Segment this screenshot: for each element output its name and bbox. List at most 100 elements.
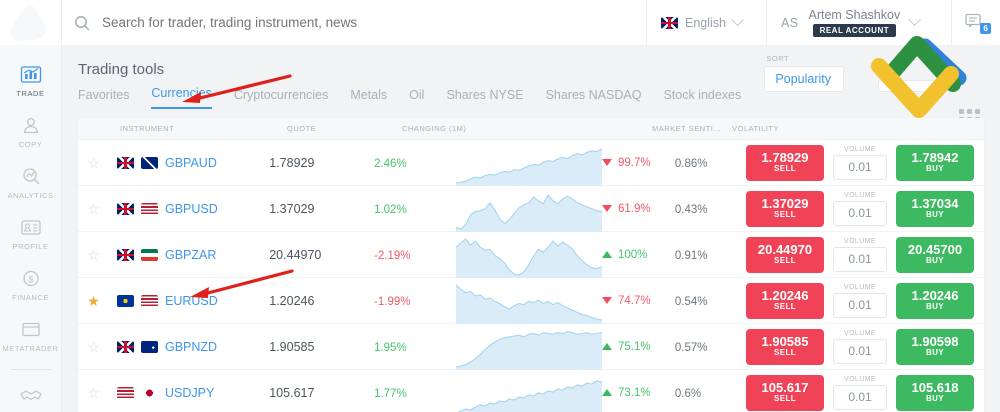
volume-input[interactable]: [833, 200, 887, 226]
volume-label: VOLUME: [844, 283, 876, 291]
volatility-value: 0.57%: [674, 341, 708, 354]
volatility-value: 0.86%: [674, 157, 708, 170]
sell-button[interactable]: 1.78929 SELL: [746, 144, 824, 181]
earn-value[interactable]: [878, 80, 938, 92]
sidebar-item-metatrader[interactable]: METATRADER: [0, 318, 61, 353]
volume-input[interactable]: [833, 384, 887, 410]
brand-logo-cell[interactable]: [0, 0, 62, 45]
sell-button[interactable]: 1.20246 SELL: [746, 282, 824, 319]
buy-button[interactable]: 1.20246 BUY: [896, 282, 974, 319]
favorite-star-button[interactable]: ☆: [78, 156, 109, 170]
volatility-cell: 0.43%: [675, 200, 746, 218]
buy-button[interactable]: 1.90598 BUY: [896, 328, 974, 365]
table-row[interactable]: ☆ GBPAUD 1.78929 2.46% 99.7% 0.86%: [78, 140, 984, 186]
favorite-star-button[interactable]: ☆: [78, 340, 109, 354]
instrument-name[interactable]: GBPUSD: [165, 201, 218, 216]
favorite-star-button[interactable]: ☆: [78, 248, 109, 262]
instrument-name[interactable]: EURUSD: [165, 293, 218, 308]
sell-price: 1.20246: [761, 287, 809, 303]
instrument-name[interactable]: GBPZAR: [165, 247, 217, 262]
sidebar-item-profile[interactable]: PROFILE: [0, 216, 61, 251]
sell-button[interactable]: 20.44970 SELL: [746, 236, 824, 273]
table-row[interactable]: ☆ GBPZAR 20.44970 -2.19% 100% 0.91%: [78, 232, 984, 278]
market-sentiment-cell: 75.1%: [601, 341, 675, 353]
tab-shares-nyse[interactable]: Shares NYSE: [446, 88, 524, 102]
sidebar-item-affiliate[interactable]: AFFILIATE: [0, 384, 61, 412]
volume-input[interactable]: [833, 154, 887, 180]
favorite-star-button[interactable]: ★: [78, 294, 109, 308]
table-header-row: INSTRUMENT QUOTE CHANGING (1M) CHART MAR…: [78, 118, 984, 140]
sidebar-item-copy[interactable]: COPY: [0, 114, 61, 149]
tab-metals[interactable]: Metals: [350, 88, 388, 102]
tab-oil[interactable]: Oil: [409, 88, 425, 102]
favorite-star-button[interactable]: ☆: [78, 202, 109, 216]
chat-button[interactable]: 6: [952, 0, 1000, 45]
tab-favorites[interactable]: Favorites: [78, 88, 130, 102]
sidebar-item-label: COPY: [18, 140, 43, 149]
chat-unread-badge: 6: [980, 22, 991, 34]
volatility-value: 0.91%: [674, 249, 708, 262]
buy-button[interactable]: 105.618 BUY: [896, 374, 974, 411]
tab-shares-nasdaq[interactable]: Shares NASDAQ: [545, 88, 642, 102]
volume-input[interactable]: [833, 292, 887, 318]
tab-currencies[interactable]: Currencies: [151, 86, 212, 109]
sidebar-item-finance[interactable]: $ FINANCE: [0, 267, 61, 302]
sell-button[interactable]: 1.90585 SELL: [746, 328, 824, 365]
language-selector[interactable]: English: [647, 0, 767, 45]
instrument-name[interactable]: USDJPY: [165, 385, 215, 400]
tab-stock-indexes[interactable]: Stock indexes: [663, 88, 742, 102]
instrument-cell[interactable]: GBPUSD: [109, 202, 269, 216]
tab-cryptocurrencies[interactable]: Cryptocurrencies: [233, 88, 329, 102]
search-input[interactable]: [102, 15, 622, 30]
change-cell: 1.77%: [374, 384, 456, 402]
table-row[interactable]: ★ EURUSD 1.20246 -1.99% 74.7% 0.54%: [78, 278, 984, 324]
instrument-cell[interactable]: USDJPY: [109, 386, 269, 400]
user-account-menu[interactable]: AS Artem Shashkov REAL ACCOUNT: [767, 0, 952, 45]
table-row[interactable]: ☆ GBPUSD 1.37029 1.02% 61.9% 0.43%: [78, 186, 984, 232]
column-header-market-sentiment: MARKET SENTI...: [652, 124, 722, 133]
table-row[interactable]: ☆ USDJPY 105.617 1.77% 73.1% 0.6%: [78, 370, 984, 412]
table-row[interactable]: ☆ GBPNZD 1.90585 1.95% 75.1% 0.57%: [78, 324, 984, 370]
sparkline-chart: [456, 278, 602, 324]
buy-price: 1.20246: [911, 287, 959, 303]
change-value: 2.46%: [374, 157, 407, 170]
sidebar-item-label: ANALYTICS: [7, 191, 54, 200]
buy-button[interactable]: 1.78942 BUY: [896, 144, 974, 181]
instrument-name[interactable]: GBPAUD: [165, 155, 217, 170]
volatility-value: 0.6%: [674, 387, 702, 400]
flag-nz-icon: [141, 340, 158, 353]
person-copy-icon: [18, 114, 44, 136]
buy-button[interactable]: 1.37034 BUY: [896, 190, 974, 227]
sell-button[interactable]: 1.37029 SELL: [746, 190, 824, 227]
earn-selector[interactable]: EARN: [878, 68, 938, 92]
sell-button[interactable]: 105.617 SELL: [746, 374, 824, 411]
volume-input[interactable]: [833, 246, 887, 272]
instrument-cell[interactable]: GBPNZD: [109, 340, 269, 354]
page-title: Trading tools: [78, 61, 165, 78]
quote-cell: 1.37029: [269, 200, 374, 218]
volume-input[interactable]: [833, 338, 887, 364]
instrument-cell[interactable]: GBPZAR: [109, 248, 269, 262]
favorite-star-button[interactable]: ☆: [78, 386, 109, 400]
sparkline-chart: [456, 186, 602, 232]
chart-bars-icon: [18, 63, 44, 85]
avatar: AS: [781, 15, 799, 30]
instrument-cell[interactable]: EURUSD: [109, 294, 269, 308]
sort-value[interactable]: Popularity: [764, 66, 844, 92]
search-icon: [75, 15, 90, 30]
quote-cell: 20.44970: [269, 246, 374, 264]
quote-value: 1.78929: [269, 155, 315, 170]
instrument-cell[interactable]: GBPAUD: [109, 156, 269, 170]
buy-price: 20.45700: [907, 241, 963, 257]
sidebar-item-analytics[interactable]: ANALYTICS: [0, 165, 61, 200]
buy-button[interactable]: 20.45700 BUY: [896, 236, 974, 273]
star-outline-icon: ☆: [87, 384, 100, 401]
market-sentiment-cell: 73.1%: [601, 387, 675, 399]
search-bar[interactable]: [62, 0, 647, 45]
instrument-name[interactable]: GBPNZD: [165, 339, 218, 354]
sidebar-item-trade[interactable]: TRADE: [0, 63, 61, 98]
sort-selector[interactable]: SORT Popularity: [764, 54, 844, 92]
change-cell: -1.99%: [374, 292, 456, 310]
chevron-down-icon: [731, 13, 744, 27]
sort-label: SORT: [766, 54, 790, 63]
